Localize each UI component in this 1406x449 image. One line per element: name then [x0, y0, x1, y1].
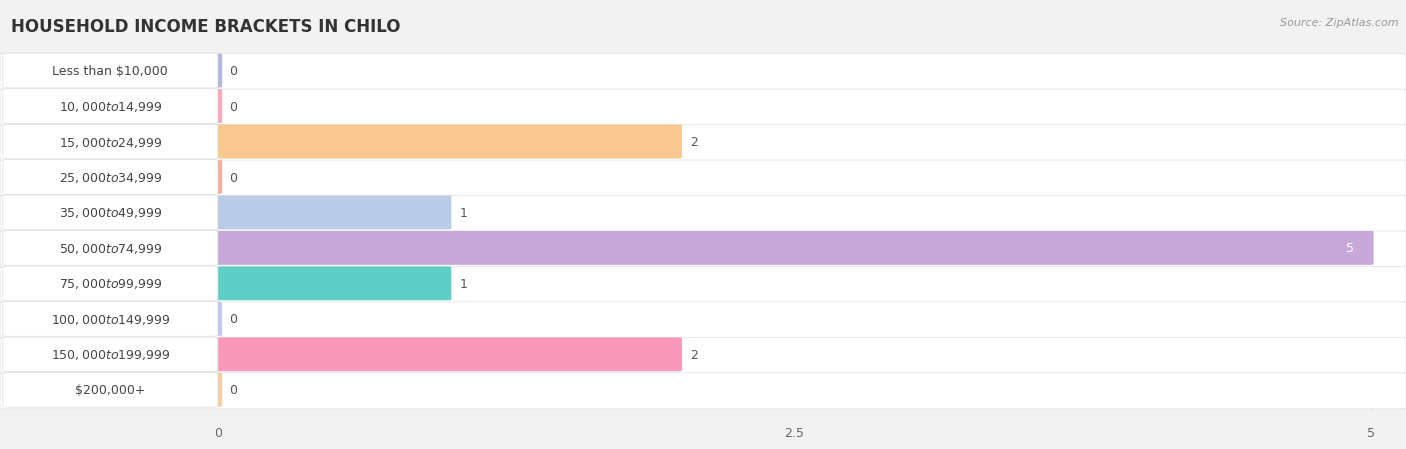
- FancyBboxPatch shape: [215, 231, 1374, 265]
- Text: $50,000 to $74,999: $50,000 to $74,999: [59, 242, 162, 256]
- FancyBboxPatch shape: [3, 301, 218, 336]
- FancyBboxPatch shape: [215, 160, 222, 194]
- Text: $35,000 to $49,999: $35,000 to $49,999: [59, 207, 162, 220]
- FancyBboxPatch shape: [215, 53, 222, 88]
- FancyBboxPatch shape: [215, 266, 451, 300]
- Text: $25,000 to $34,999: $25,000 to $34,999: [59, 171, 162, 185]
- Text: $75,000 to $99,999: $75,000 to $99,999: [59, 277, 162, 291]
- FancyBboxPatch shape: [0, 124, 1406, 161]
- FancyBboxPatch shape: [3, 195, 218, 230]
- Text: 5: 5: [1346, 242, 1354, 255]
- Text: 2: 2: [690, 349, 699, 362]
- FancyBboxPatch shape: [215, 337, 682, 371]
- FancyBboxPatch shape: [215, 89, 222, 123]
- FancyBboxPatch shape: [0, 373, 1406, 409]
- Text: HOUSEHOLD INCOME BRACKETS IN CHILO: HOUSEHOLD INCOME BRACKETS IN CHILO: [11, 18, 401, 36]
- Text: 5: 5: [1367, 427, 1375, 440]
- Text: 0: 0: [229, 65, 238, 78]
- FancyBboxPatch shape: [0, 231, 1406, 267]
- FancyBboxPatch shape: [3, 337, 218, 372]
- FancyBboxPatch shape: [215, 373, 222, 407]
- Text: $15,000 to $24,999: $15,000 to $24,999: [59, 136, 162, 150]
- Text: $150,000 to $199,999: $150,000 to $199,999: [51, 348, 170, 362]
- FancyBboxPatch shape: [215, 124, 682, 158]
- Text: Source: ZipAtlas.com: Source: ZipAtlas.com: [1281, 18, 1399, 28]
- FancyBboxPatch shape: [0, 89, 1406, 125]
- FancyBboxPatch shape: [3, 230, 218, 265]
- FancyBboxPatch shape: [3, 124, 218, 159]
- Text: 0: 0: [229, 172, 238, 185]
- Text: $10,000 to $14,999: $10,000 to $14,999: [59, 100, 162, 114]
- Text: 0: 0: [229, 384, 238, 397]
- Text: 1: 1: [460, 278, 468, 291]
- FancyBboxPatch shape: [3, 266, 218, 301]
- Text: 2.5: 2.5: [785, 427, 804, 440]
- FancyBboxPatch shape: [0, 302, 1406, 338]
- FancyBboxPatch shape: [3, 53, 218, 88]
- Text: 0: 0: [229, 101, 238, 114]
- FancyBboxPatch shape: [0, 266, 1406, 303]
- FancyBboxPatch shape: [3, 372, 218, 407]
- FancyBboxPatch shape: [3, 159, 218, 194]
- FancyBboxPatch shape: [3, 88, 218, 123]
- Text: $100,000 to $149,999: $100,000 to $149,999: [51, 313, 170, 327]
- Text: 1: 1: [460, 207, 468, 220]
- FancyBboxPatch shape: [215, 195, 451, 229]
- Text: 2: 2: [690, 136, 699, 149]
- FancyBboxPatch shape: [215, 302, 222, 336]
- Text: Less than $10,000: Less than $10,000: [52, 65, 169, 78]
- Text: 0: 0: [214, 427, 222, 440]
- Text: 0: 0: [229, 313, 238, 326]
- Text: $200,000+: $200,000+: [75, 384, 146, 397]
- FancyBboxPatch shape: [0, 53, 1406, 90]
- FancyBboxPatch shape: [0, 195, 1406, 232]
- FancyBboxPatch shape: [0, 160, 1406, 196]
- FancyBboxPatch shape: [0, 337, 1406, 374]
